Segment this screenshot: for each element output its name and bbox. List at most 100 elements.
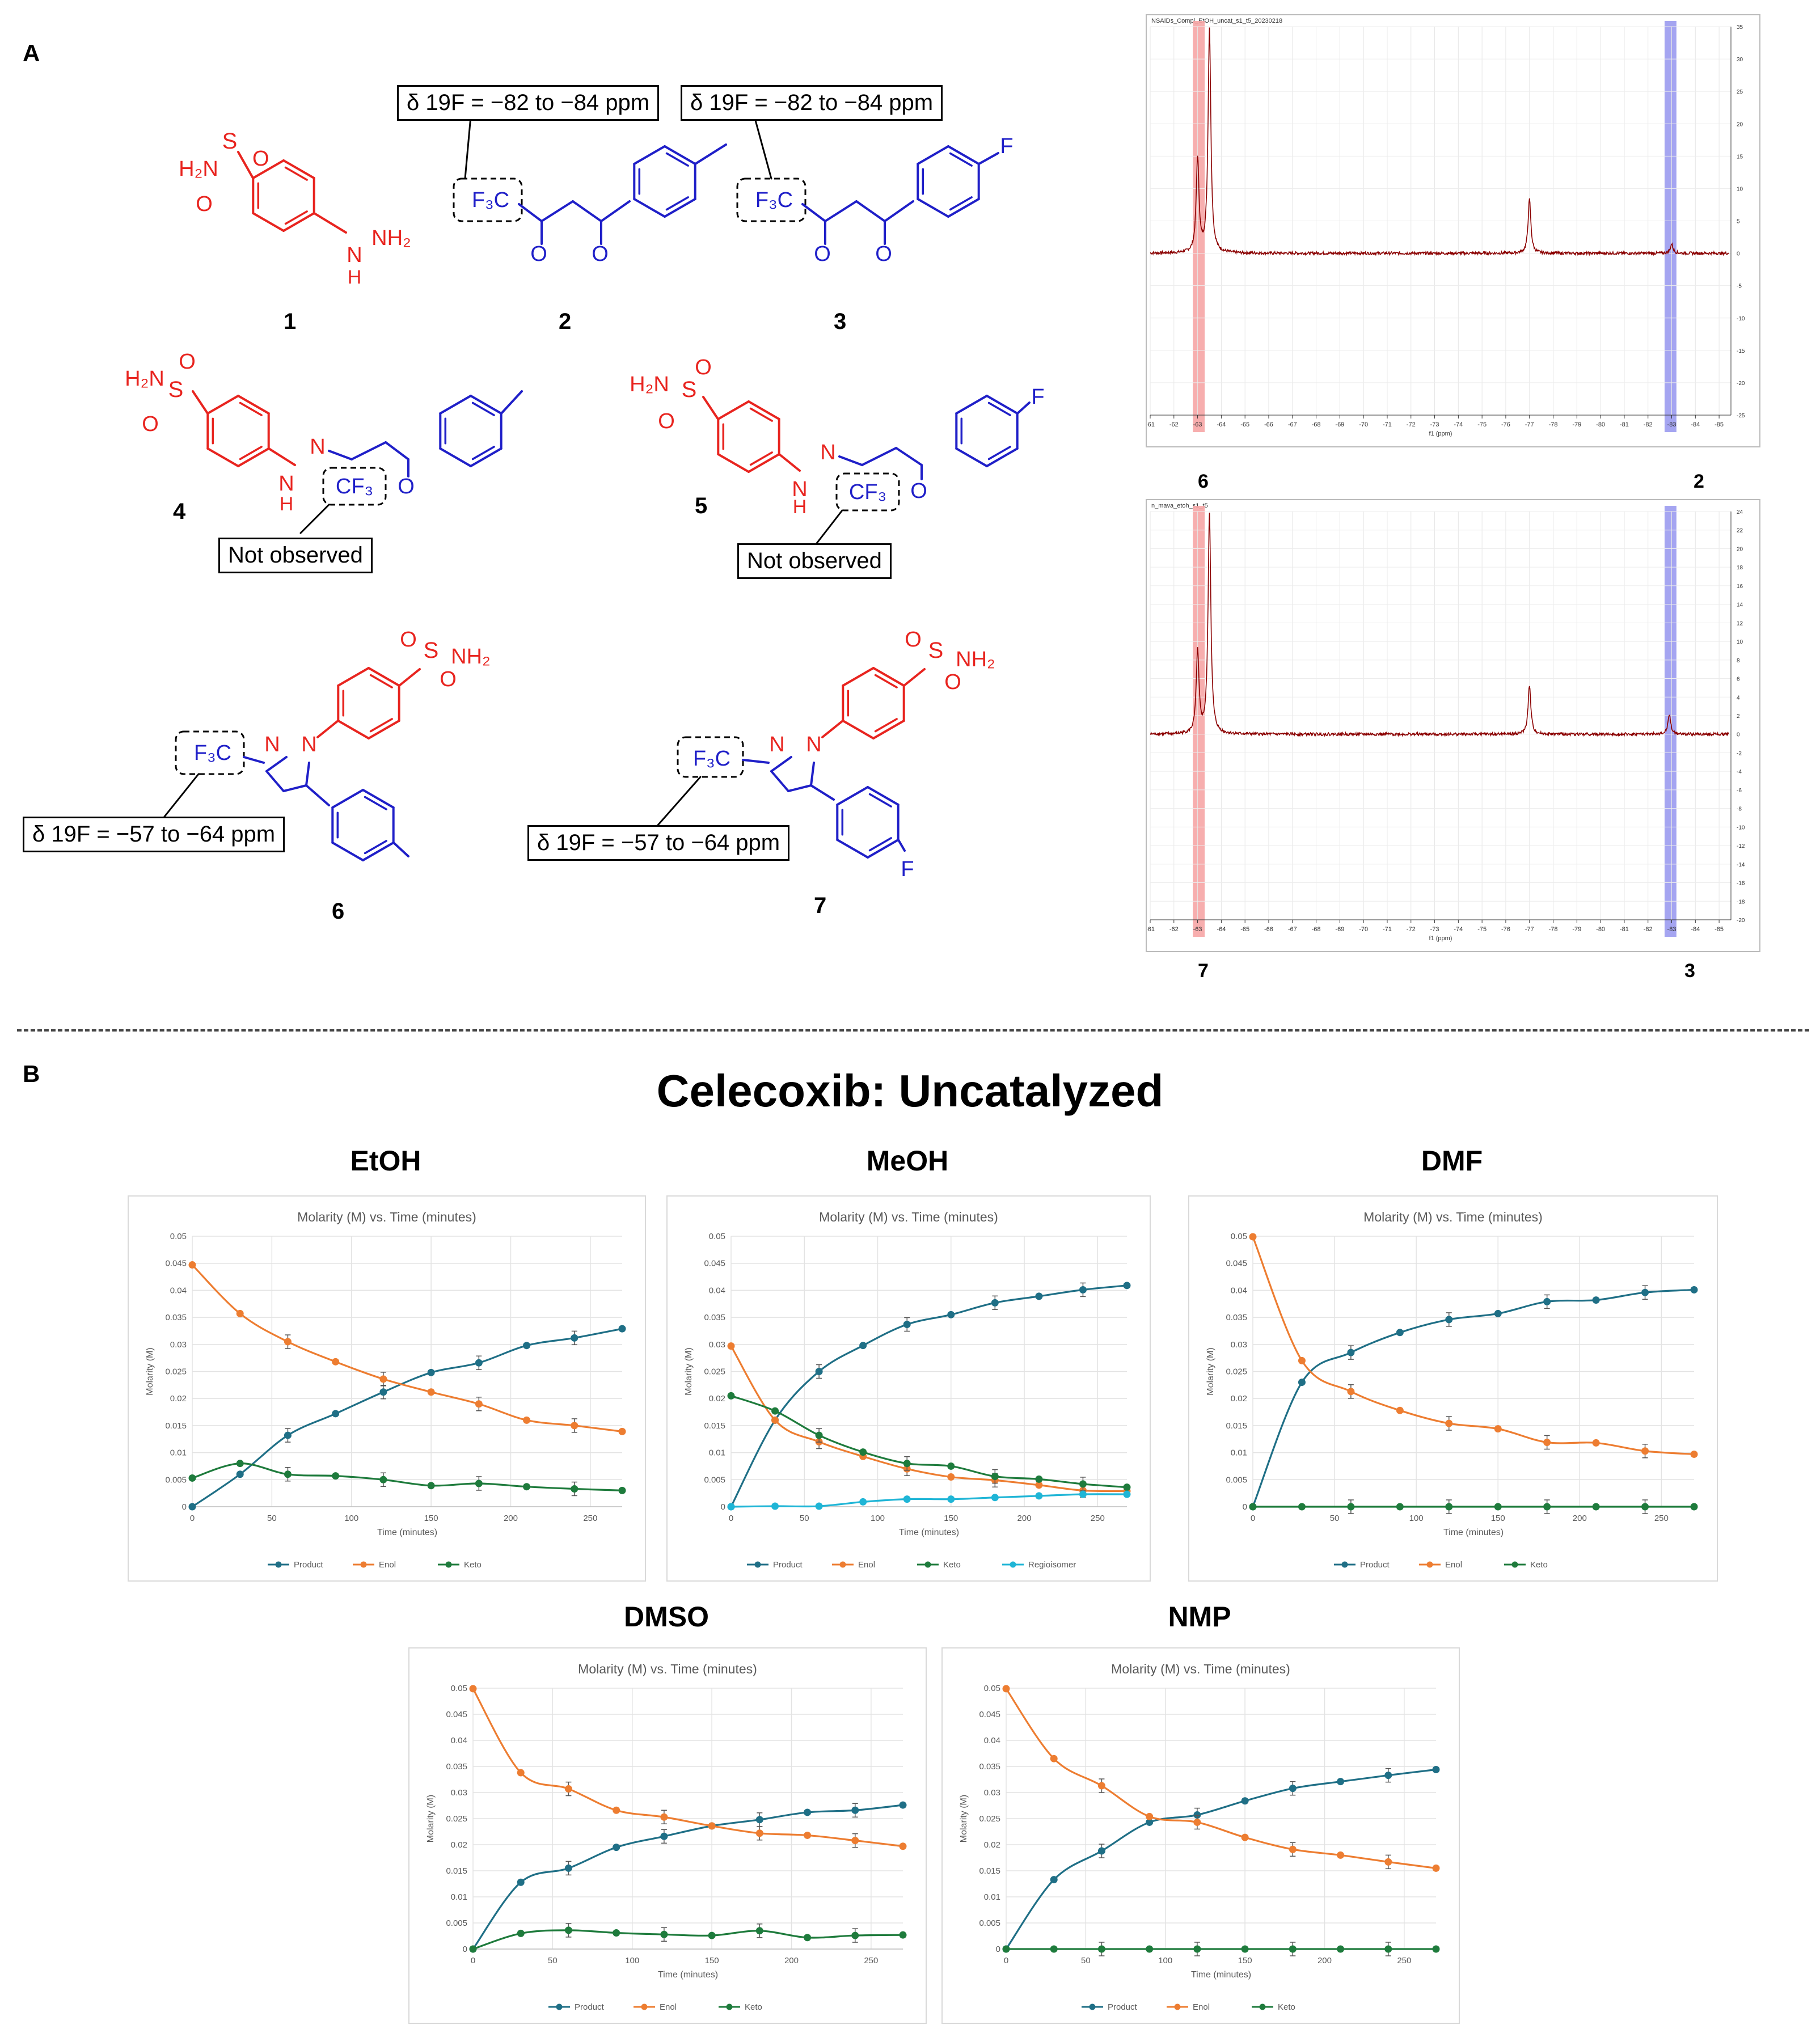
atom-label: S: [168, 377, 184, 402]
nmr-y-tick-label: -18: [1737, 899, 1745, 905]
data-point-product: [1050, 1876, 1058, 1884]
nmr-y-tick-label: 0: [1737, 732, 1740, 738]
atom-label: N: [264, 733, 280, 756]
data-point-product: [1592, 1296, 1600, 1304]
data-point-keto: [469, 1945, 477, 1953]
y-axis-label: Molarity (M): [959, 1795, 969, 1842]
atom-label: S: [424, 638, 439, 663]
data-point-product: [1035, 1292, 1043, 1300]
data-point-regioisomer: [1123, 1490, 1131, 1498]
nmr-top-left-label: 6: [1198, 471, 1209, 492]
legend-label-product: Product: [294, 1560, 324, 1570]
nmr-x-tick-label: -75: [1477, 421, 1487, 428]
atom-label: N: [310, 435, 325, 459]
nmr-spectrum-trace: [1150, 27, 1729, 256]
nmr-x-tick-label: -81: [1620, 421, 1629, 428]
nmr-x-tick-label: -75: [1477, 926, 1487, 933]
x-tick-label: 250: [1654, 1514, 1669, 1523]
dashed-box: [175, 730, 245, 775]
legend-marker-product: [275, 1561, 282, 1568]
nmr-x-tick-label: -70: [1359, 926, 1368, 933]
y-tick-label: 0.045: [704, 1259, 725, 1269]
atom-label: O: [944, 670, 961, 694]
data-point-product: [1690, 1286, 1698, 1294]
data-point-product: [1146, 1818, 1154, 1826]
data-point-keto: [613, 1929, 620, 1937]
nmr-x-tick-label: -77: [1525, 421, 1534, 428]
nmr-y-tick-label: 24: [1737, 509, 1743, 515]
data-point-keto: [188, 1474, 196, 1482]
data-point-product: [859, 1342, 867, 1350]
nmr-x-tick-label: -77: [1525, 926, 1534, 933]
data-point-product: [1347, 1349, 1355, 1356]
bond: [284, 166, 308, 181]
y-tick-label: 0.03: [451, 1788, 467, 1798]
data-point-product: [1123, 1282, 1131, 1290]
atom-label: S: [682, 377, 697, 402]
data-point-keto: [1193, 1945, 1201, 1953]
nmr-x-tick-label: -83: [1667, 421, 1677, 428]
bond: [836, 839, 869, 859]
atom-label: N: [769, 733, 784, 756]
bond: [874, 674, 898, 688]
x-tick-label: 0: [471, 1956, 475, 1965]
y-tick-label: 0.05: [170, 1232, 187, 1241]
y-tick-label: 0.005: [979, 1918, 1000, 1928]
dashed-box: [835, 472, 900, 512]
bond: [872, 667, 905, 687]
x-tick-label: 0: [190, 1514, 195, 1523]
bond: [268, 447, 296, 466]
compound-label-5: 5: [695, 493, 708, 518]
data-point-keto: [1241, 1945, 1249, 1953]
data-point-enol: [1193, 1818, 1201, 1826]
data-point-enol: [613, 1806, 620, 1814]
data-point-keto: [1690, 1503, 1698, 1511]
nmr-x-tick-label: -78: [1549, 421, 1558, 428]
bond: [949, 196, 973, 211]
data-point-enol: [618, 1427, 626, 1435]
data-point-enol: [1384, 1858, 1392, 1866]
bond: [392, 842, 409, 857]
y-tick-label: 0.04: [709, 1286, 725, 1295]
data-point-keto: [1289, 1945, 1297, 1953]
data-point-keto: [991, 1473, 999, 1481]
legend-marker-keto: [924, 1561, 931, 1568]
bond: [331, 842, 364, 861]
x-axis-label: Time (minutes): [899, 1528, 959, 1537]
data-point-keto: [1543, 1503, 1551, 1511]
legend-label-product: Product: [773, 1560, 803, 1570]
nmr-x-tick-label: -63: [1193, 926, 1202, 933]
bond: [895, 447, 923, 466]
bond: [364, 840, 387, 855]
nmr-x-tick-label: -85: [1715, 926, 1724, 933]
nmr-x-tick-label: -72: [1407, 421, 1416, 428]
chart-dmf: Molarity (M) vs. Time (minutes) 0 0.005 0.0…: [1188, 1195, 1718, 1582]
nmr-x-tick-label: -64: [1217, 926, 1226, 933]
data-point-enol: [517, 1769, 525, 1777]
bond: [917, 198, 949, 218]
y-tick-label: 0.01: [1231, 1448, 1247, 1458]
y-tick-label: 0.01: [709, 1448, 725, 1458]
nmr-x-tick-label: -69: [1335, 926, 1344, 933]
x-tick-label: 0: [729, 1514, 733, 1523]
data-point-keto: [1641, 1503, 1649, 1511]
bond: [664, 145, 696, 165]
data-point-product: [755, 1816, 763, 1824]
data-point-keto: [1097, 1945, 1105, 1953]
x-axis-label: Time (minutes): [377, 1528, 437, 1537]
y-tick-label: 0.045: [1226, 1259, 1247, 1269]
y-tick-label: 0.015: [1226, 1421, 1247, 1431]
x-tick-label: 150: [1238, 1956, 1252, 1965]
chart-title: Molarity (M) vs. Time (minutes): [297, 1210, 476, 1224]
data-point-enol: [1050, 1755, 1058, 1762]
data-point-keto: [1494, 1503, 1502, 1511]
y-tick-label: 0.04: [170, 1286, 187, 1295]
highlight-product: [1193, 506, 1205, 937]
x-tick-label: 0: [1004, 1956, 1008, 1965]
bond: [748, 400, 780, 420]
data-point-keto: [1298, 1503, 1306, 1511]
nmr-top-right-label: 2: [1694, 471, 1704, 492]
data-point-enol: [1298, 1356, 1306, 1364]
data-point-product: [517, 1878, 525, 1886]
bond: [787, 784, 812, 792]
